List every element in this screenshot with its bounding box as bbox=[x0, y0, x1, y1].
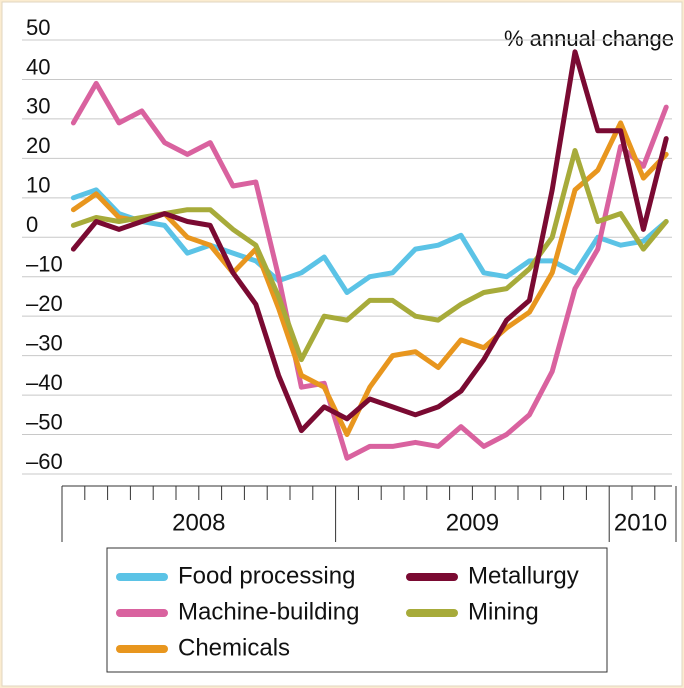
legend-label: Metallurgy bbox=[468, 562, 579, 589]
legend-label: Food processing bbox=[178, 562, 355, 589]
y-tick-label: 20 bbox=[26, 133, 50, 158]
series-line bbox=[70, 49, 669, 434]
y-tick-label: –50 bbox=[26, 409, 63, 434]
y-tick-label: 0 bbox=[26, 212, 38, 237]
y-tick-label: –30 bbox=[26, 330, 63, 355]
legend-box bbox=[106, 547, 608, 673]
legend-label: Mining bbox=[468, 598, 539, 625]
legend-label: Machine-building bbox=[178, 598, 359, 625]
unit-label: % annual change bbox=[504, 26, 674, 51]
y-tick-label: 10 bbox=[26, 173, 50, 198]
y-tick-label: 50 bbox=[26, 15, 50, 40]
series-line bbox=[70, 187, 669, 295]
y-tick-label: 30 bbox=[26, 94, 50, 119]
series-line bbox=[70, 148, 669, 363]
year-label: 2008 bbox=[172, 509, 225, 536]
year-label: 2009 bbox=[446, 509, 499, 536]
y-tick-label: –20 bbox=[26, 291, 63, 316]
series-line bbox=[70, 80, 669, 461]
series-line bbox=[70, 120, 669, 437]
y-tick-label: –60 bbox=[26, 449, 63, 474]
y-tick-label: 40 bbox=[26, 54, 50, 79]
y-tick-label: –40 bbox=[26, 370, 63, 395]
year-label: 2010 bbox=[614, 509, 667, 536]
y-tick-label: –10 bbox=[26, 252, 63, 277]
legend-label: Chemicals bbox=[178, 634, 290, 661]
